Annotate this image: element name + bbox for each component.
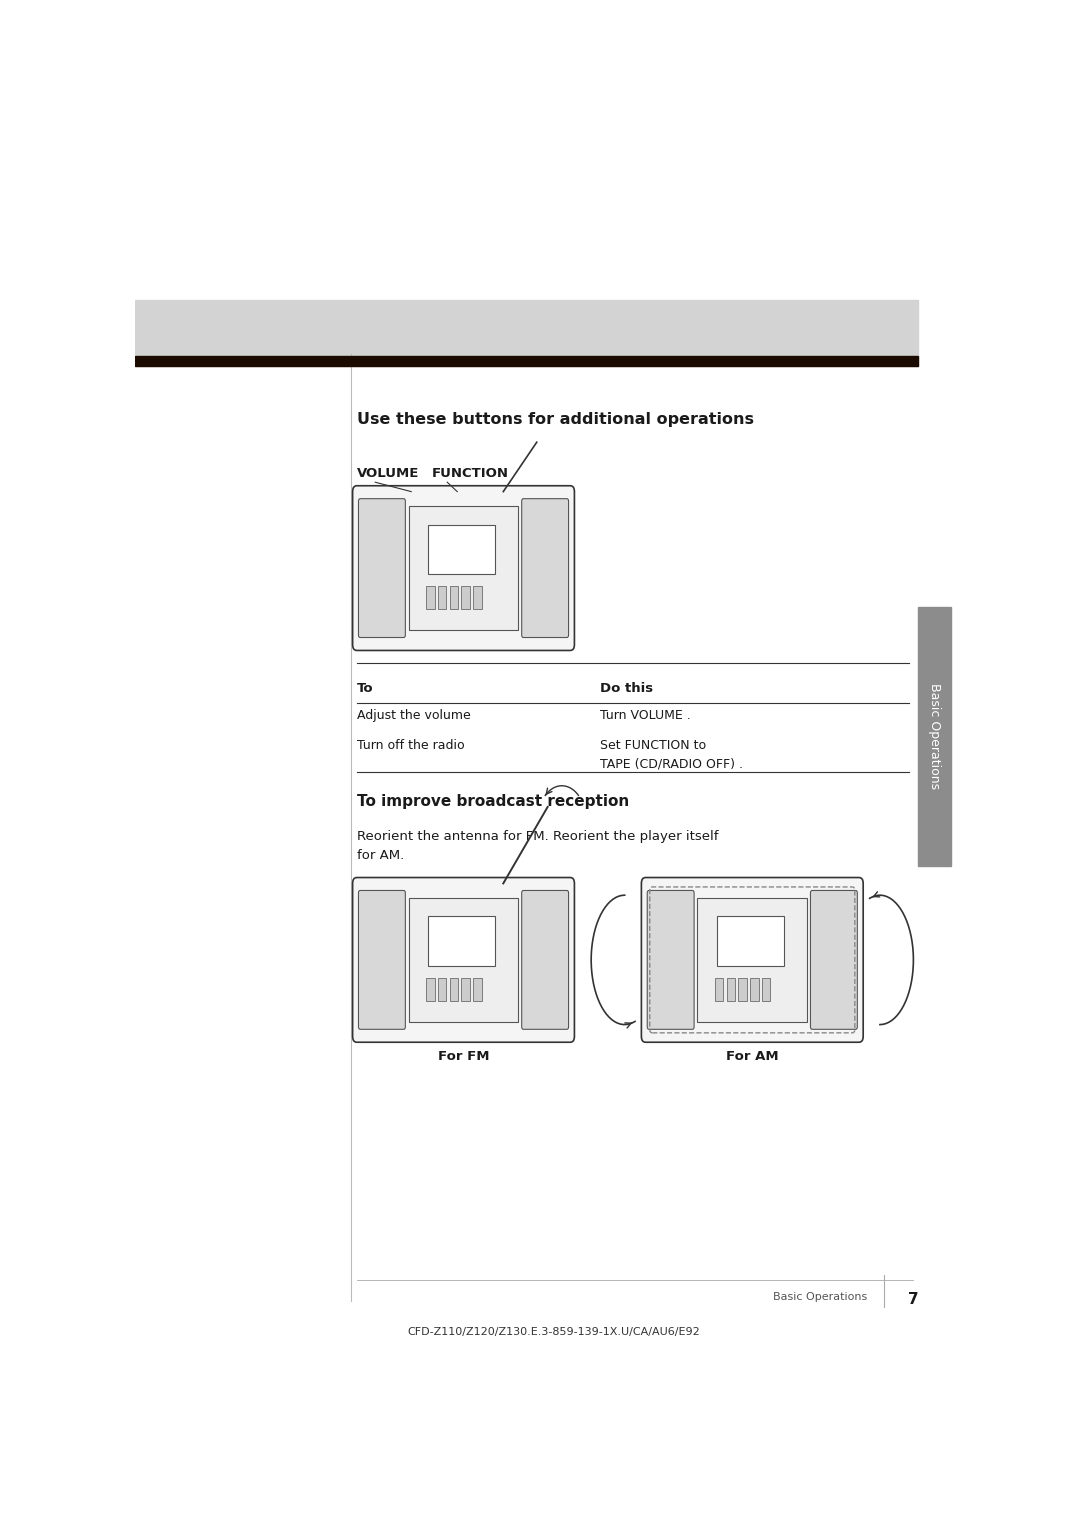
FancyBboxPatch shape [352, 877, 575, 1042]
Text: Turn VOLUME .: Turn VOLUME . [599, 709, 690, 723]
Bar [438, 978, 446, 1001]
Text: CFD-Z110/Z120/Z130.E.3-859-139-1X.U/CA/AU6/E92: CFD-Z110/Z120/Z130.E.3-859-139-1X.U/CA/A… [407, 1326, 700, 1337]
Bar [918, 607, 951, 866]
Text: Do this: Do this [599, 681, 652, 695]
Text: VOLUME: VOLUME [356, 468, 419, 480]
Text: Use these buttons for additional operations: Use these buttons for additional operati… [356, 413, 754, 426]
Bar [449, 978, 458, 1001]
FancyBboxPatch shape [359, 891, 405, 1030]
Text: Basic Operations: Basic Operations [773, 1291, 867, 1302]
Bar [438, 585, 446, 610]
Bar [698, 897, 807, 1022]
Text: Turn off the radio: Turn off the radio [356, 738, 464, 752]
FancyBboxPatch shape [647, 891, 694, 1030]
Bar [408, 506, 518, 631]
Bar [461, 978, 470, 1001]
Text: FUNCTION: FUNCTION [432, 468, 509, 480]
FancyBboxPatch shape [522, 891, 568, 1030]
Text: To improve broadcast reception: To improve broadcast reception [356, 795, 629, 810]
Bar [751, 978, 758, 1001]
Bar [427, 585, 434, 610]
Bar [473, 585, 482, 610]
Bar [428, 524, 495, 575]
Text: TAPE (CD/RADIO OFF) .: TAPE (CD/RADIO OFF) . [599, 758, 743, 770]
Text: 7: 7 [908, 1291, 919, 1306]
Bar [739, 978, 747, 1001]
Bar [727, 978, 735, 1001]
Bar [761, 978, 770, 1001]
Text: Reorient the antenna for FM. Reorient the player itself
for AM.: Reorient the antenna for FM. Reorient th… [356, 830, 718, 862]
Text: To: To [356, 681, 374, 695]
Text: For AM: For AM [726, 1050, 779, 1063]
Bar [408, 897, 518, 1022]
Bar [717, 917, 784, 966]
Bar [449, 585, 458, 610]
Bar [427, 978, 434, 1001]
Text: Adjust the volume: Adjust the volume [356, 709, 471, 723]
Bar [715, 978, 724, 1001]
Bar [428, 917, 495, 966]
Bar [135, 299, 918, 365]
Bar [473, 978, 482, 1001]
Text: For FM: For FM [437, 1050, 489, 1063]
FancyBboxPatch shape [359, 498, 405, 637]
Text: Basic Operations: Basic Operations [928, 683, 941, 790]
Text: Set FUNCTION to: Set FUNCTION to [599, 738, 705, 752]
Bar [461, 585, 470, 610]
Bar [135, 356, 918, 365]
FancyBboxPatch shape [810, 891, 858, 1030]
FancyBboxPatch shape [352, 486, 575, 651]
FancyBboxPatch shape [522, 498, 568, 637]
FancyBboxPatch shape [642, 877, 863, 1042]
